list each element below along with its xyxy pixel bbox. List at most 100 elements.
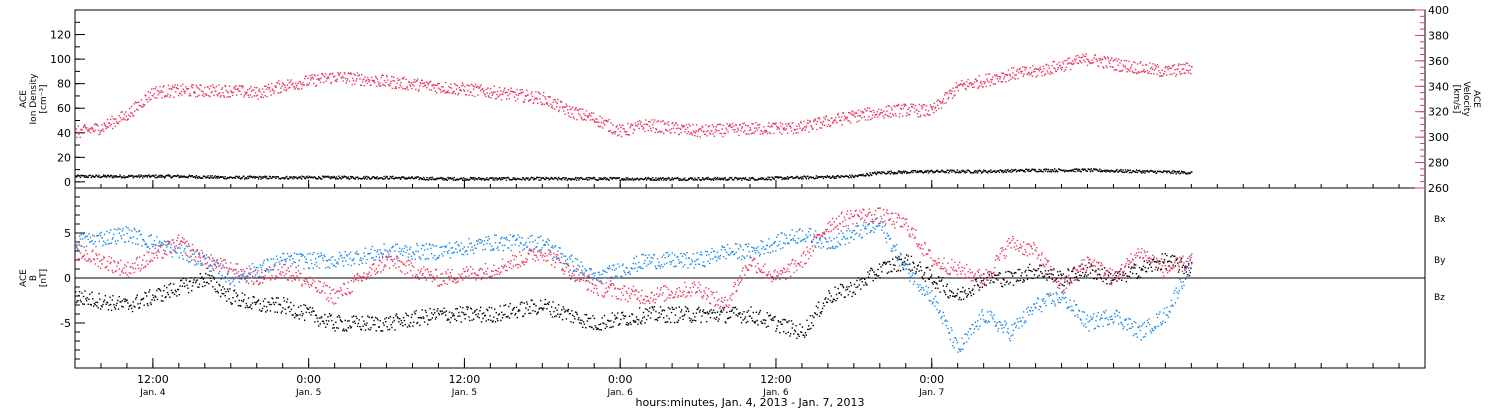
bx-point [840,294,842,296]
density-point [127,176,129,178]
bx-point [401,322,403,324]
density-point [532,177,534,179]
bx-point [177,288,179,291]
bx-point [429,307,431,310]
bx-point [649,317,652,319]
bx-point [476,308,478,311]
bx-point [662,309,664,311]
density-point [75,176,78,178]
density-point [356,176,359,178]
bx-point [830,295,832,297]
bx-point [945,285,948,287]
velocity-point [570,116,572,119]
velocity-point [1009,73,1011,75]
bx-point [562,306,564,308]
bx-point [1054,280,1056,282]
velocity-point [1029,74,1031,76]
velocity-point [515,100,517,102]
bx-point [856,279,858,282]
density-point [422,178,424,181]
density-point [1146,169,1149,172]
density-point [152,174,154,177]
density-point [503,177,505,180]
density-point [1082,169,1085,171]
density-point [302,176,304,178]
bx-point [1080,275,1082,277]
bx-point [1083,275,1085,277]
velocity-point [1051,65,1053,67]
bx-point [1112,279,1114,281]
velocity-point [1070,68,1072,71]
density-point [1107,170,1109,172]
velocity-point [605,120,608,122]
bx-point [982,279,984,282]
bx-point [265,311,267,313]
velocity-point [208,95,210,97]
density-point [361,178,363,180]
velocity-point [274,86,277,88]
velocity-point [1099,57,1102,60]
velocity-point [1137,71,1139,73]
bx-point [89,293,91,295]
density-point [614,177,617,179]
top-right-tick-label: 280 [1428,157,1449,170]
density-point [857,175,860,177]
velocity-point [266,95,268,98]
density-point [813,177,815,180]
density-point [1005,171,1008,174]
density-point [998,171,1001,174]
density-point [540,177,543,180]
bx-point [1136,277,1138,279]
bx-point [1091,265,1093,267]
density-point [434,179,437,181]
velocity-point [1147,72,1150,75]
velocity-point [251,96,253,98]
density-point [533,179,535,181]
velocity-point [1117,64,1119,66]
bx-point [680,309,683,311]
velocity-point [339,72,342,74]
velocity-point [587,116,589,119]
density-point [643,178,645,181]
bx-point [528,312,530,315]
density-point [1047,168,1050,171]
velocity-point [702,126,704,128]
bx-point [786,321,788,323]
velocity-point [829,125,832,127]
velocity-point [975,78,977,80]
velocity-point [746,133,748,135]
velocity-point [880,109,882,111]
bx-point [941,277,944,279]
velocity-point [875,114,877,116]
x-tick-date-label: Jan. 4 [139,388,166,398]
bx-point [715,318,717,320]
velocity-point [1047,64,1050,67]
velocity-point [438,83,440,85]
velocity-point [422,85,425,88]
velocity-point [314,75,316,77]
velocity-point [687,131,690,133]
density-point [751,177,753,180]
density-point [1026,169,1029,171]
density-point [846,175,849,178]
density-point [920,171,922,173]
density-point [353,178,356,180]
velocity-point [926,113,928,115]
density-point [447,176,449,179]
bx-point [205,272,207,275]
density-point [180,175,183,177]
velocity-point [1123,59,1126,62]
velocity-point [493,91,495,93]
bx-point [1081,263,1083,265]
velocity-point [740,129,742,132]
velocity-point [319,81,322,83]
bx-point [769,314,772,316]
velocity-point [181,94,183,96]
density-point [688,178,691,180]
bx-point [754,322,756,324]
density-point [543,177,545,180]
bx-point [1042,275,1044,278]
velocity-point [282,83,285,85]
velocity-point [167,93,169,95]
bx-point [708,312,710,314]
